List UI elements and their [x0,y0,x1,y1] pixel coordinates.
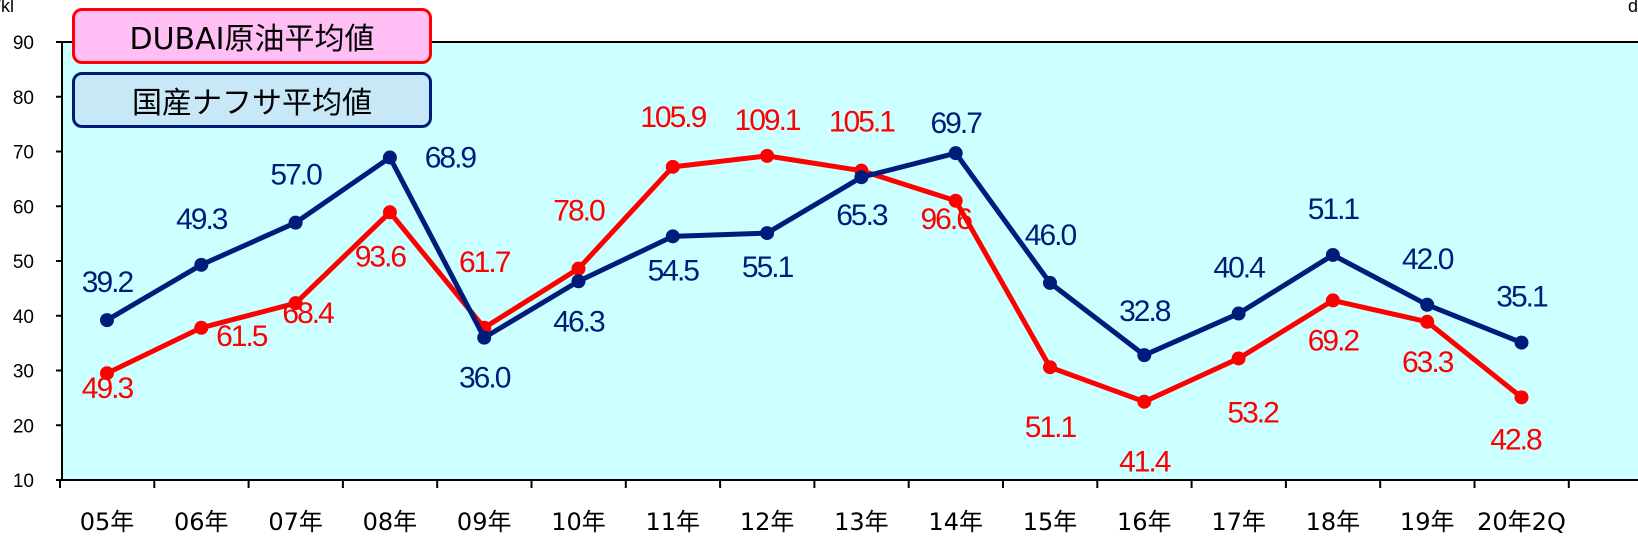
data-point-1 [288,215,303,230]
x-tick-label: 09年 [457,508,512,536]
data-label-0: 49.3 [82,372,134,405]
series-line-0 [105,153,1524,405]
data-point-1 [1325,247,1340,262]
data-label-0: 42.8 [1490,423,1542,456]
data-point-0 [760,148,775,163]
legend-item-dubai: DUBAI原油平均値 [72,8,432,64]
x-tick-label: 05年 [80,508,135,536]
data-point-1 [194,257,209,272]
x-tick-label: 13年 [834,508,889,536]
data-point-1 [1514,335,1529,350]
data-label-0: 78.0 [553,195,605,228]
data-label-1: 65.3 [836,199,888,232]
data-point-1 [1420,297,1435,312]
x-tick-label: 16年 [1117,508,1172,536]
x-tick-label: 12年 [740,508,795,536]
data-label-1: 46.0 [1025,219,1077,252]
x-tick-label: 10年 [551,508,606,536]
data-label-0: 93.6 [355,240,407,273]
data-point-0 [100,366,114,381]
data-label-1: 49.3 [176,203,228,236]
data-label-0: 51.1 [1025,411,1077,444]
data-point-1 [382,150,397,165]
data-label-0: 61.7 [459,246,511,279]
legend-label-dubai: DUBAI原油平均値 [129,22,375,57]
x-tick-label: 19年 [1400,508,1455,536]
series-layer [100,146,1529,409]
data-label-0: 61.5 [216,320,268,353]
y-tick-label: 30 [13,362,34,383]
legend-item-naphtha: 国産ナフサ平均値 [72,72,432,128]
x-tick-label: 06年 [174,508,229,536]
data-label-0: 105.9 [640,101,706,134]
data-point-0 [288,296,303,311]
data-point-1 [477,330,492,345]
data-label-1: 68.9 [425,142,477,175]
data-point-0 [1514,390,1529,405]
x-tick-label: 07年 [268,508,323,536]
series-line-1 [105,150,1523,358]
x-tick-label: 08年 [363,508,418,536]
data-label-0: 41.4 [1119,446,1171,479]
legend-label-naphtha: 国産ナフサ平均値 [132,86,372,121]
data-label-1: 57.0 [270,159,322,192]
data-point-0 [194,320,209,335]
data-label-1: 39.2 [82,266,134,299]
y-tick-label: 40 [13,307,34,328]
x-tick-label: 20年2Q [1477,508,1566,536]
data-label-1: 46.3 [553,305,605,338]
y-tick-label: 20 [13,416,34,437]
data-label-1: 36.0 [459,362,511,395]
x-tick-label: 11年 [646,508,701,536]
data-label-1: 55.1 [742,251,794,284]
x-tick-label: 14年 [928,508,983,536]
data-label-0: 53.2 [1227,396,1279,429]
data-label-0: 63.3 [1402,346,1454,379]
data-point-1 [1043,275,1057,290]
data-point-1 [854,170,869,185]
data-label-0: 109.1 [735,104,801,137]
data-point-1 [760,226,775,241]
x-tick-label: 17年 [1211,508,1266,536]
data-label-1: 32.8 [1119,295,1171,328]
y-tick-label: 80 [13,88,34,109]
data-label-1: 54.5 [648,254,700,287]
data-labels: 49.3 61.5 68.4 93.6 61.7 78.0 105.9 109.1 105.1 9… [82,101,1550,479]
data-point-1 [665,229,680,244]
data-point-1 [1231,306,1246,321]
data-point-0 [1043,360,1057,375]
x-axis: 05年 06年 07年 08年 09年 10年 11年 12年 13年 14年 15年 16年 17年 1… [59,479,1638,536]
data-point-0 [1420,314,1435,329]
x-tick-label: 15年 [1023,508,1078,536]
data-point-1 [100,313,114,328]
data-label-0: 68.4 [282,297,334,330]
data-point-1 [1137,348,1152,363]
data-label-1: 51.1 [1308,193,1360,226]
y-tick-label: 60 [13,197,34,218]
data-label-0: 96.6 [921,203,973,236]
y-tick-label: 90 [13,33,34,54]
data-point-0 [1137,394,1152,409]
y-unit-right: d [1628,0,1638,16]
data-point-0 [382,205,397,220]
data-point-0 [665,159,680,174]
data-label-1: 69.7 [931,107,983,140]
data-point-1 [948,146,963,161]
data-label-0: 69.2 [1308,324,1360,357]
data-label-1: 40.4 [1213,252,1265,285]
data-point-0 [948,193,963,208]
data-label-1: 42.0 [1402,243,1454,276]
y-unit-left: d/kl [0,0,15,16]
y-tick-label: 10 [13,471,34,492]
data-label-1: 35.1 [1496,281,1548,314]
data-point-1 [571,274,586,289]
data-point-0 [571,261,586,276]
y-tick-label: 70 [13,143,34,164]
data-point-0 [1231,351,1246,366]
data-point-0 [1325,293,1340,308]
x-tick-label: 18年 [1306,508,1361,536]
data-label-0: 105.1 [829,106,895,139]
y-tick-label: 50 [13,252,34,273]
